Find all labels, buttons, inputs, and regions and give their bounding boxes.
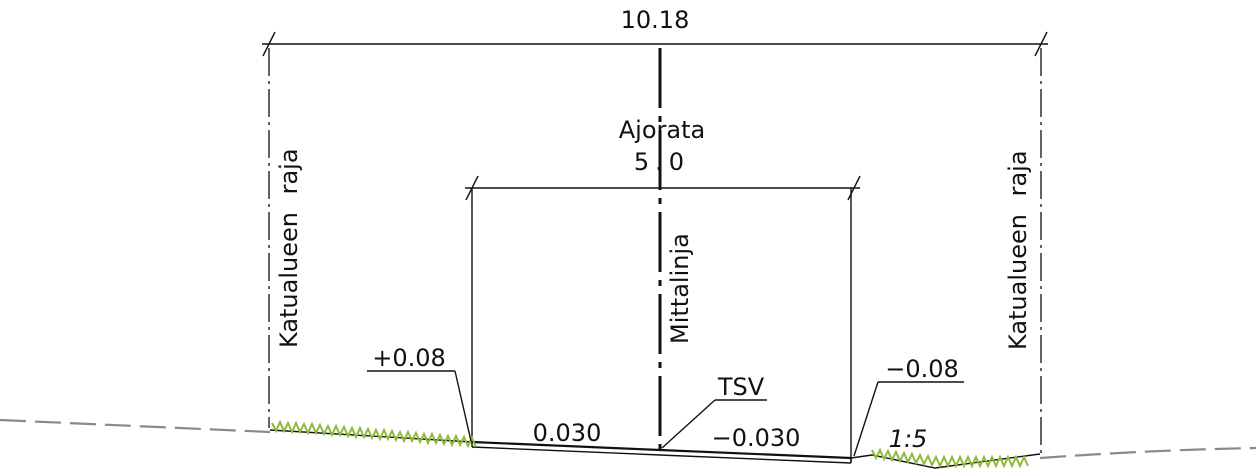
ditch-right <box>850 453 1041 469</box>
roadway-dim-tick-right <box>847 175 861 201</box>
slope-label-ditch: 1:5 <box>889 425 928 453</box>
roadway-label: Ajorata <box>619 116 705 144</box>
grass-left <box>271 419 477 449</box>
overall-width-label: 10.18 <box>621 6 690 34</box>
overall-dim-tick-right <box>1034 31 1048 57</box>
elevation-label-left: +0.08 <box>372 344 446 372</box>
existing-ground-left <box>0 418 271 434</box>
street-boundary-label-left: Katualueen raja <box>275 148 303 348</box>
elevation-label-right: −0.08 <box>885 355 959 383</box>
pavement-surface <box>471 440 852 460</box>
slope-label-right-lane: −0.030 <box>712 424 801 452</box>
existing-ground-right <box>1039 446 1256 460</box>
measurement-line-label: Mittalinja <box>666 233 694 344</box>
overall-dim-tick-left <box>262 31 276 57</box>
grass-right <box>871 447 1029 469</box>
street-boundary-label-right: Katualueen raja <box>1004 150 1032 350</box>
elevation-leader-right <box>853 381 879 457</box>
roadway-width-label: 5.0 <box>634 148 690 176</box>
pavement-bottom <box>471 446 852 464</box>
elevation-leader-left <box>454 370 472 442</box>
tsv-label: TSV <box>717 373 765 401</box>
slope-label-left-lane: 0.030 <box>533 419 602 447</box>
tsv-leader <box>661 399 716 449</box>
